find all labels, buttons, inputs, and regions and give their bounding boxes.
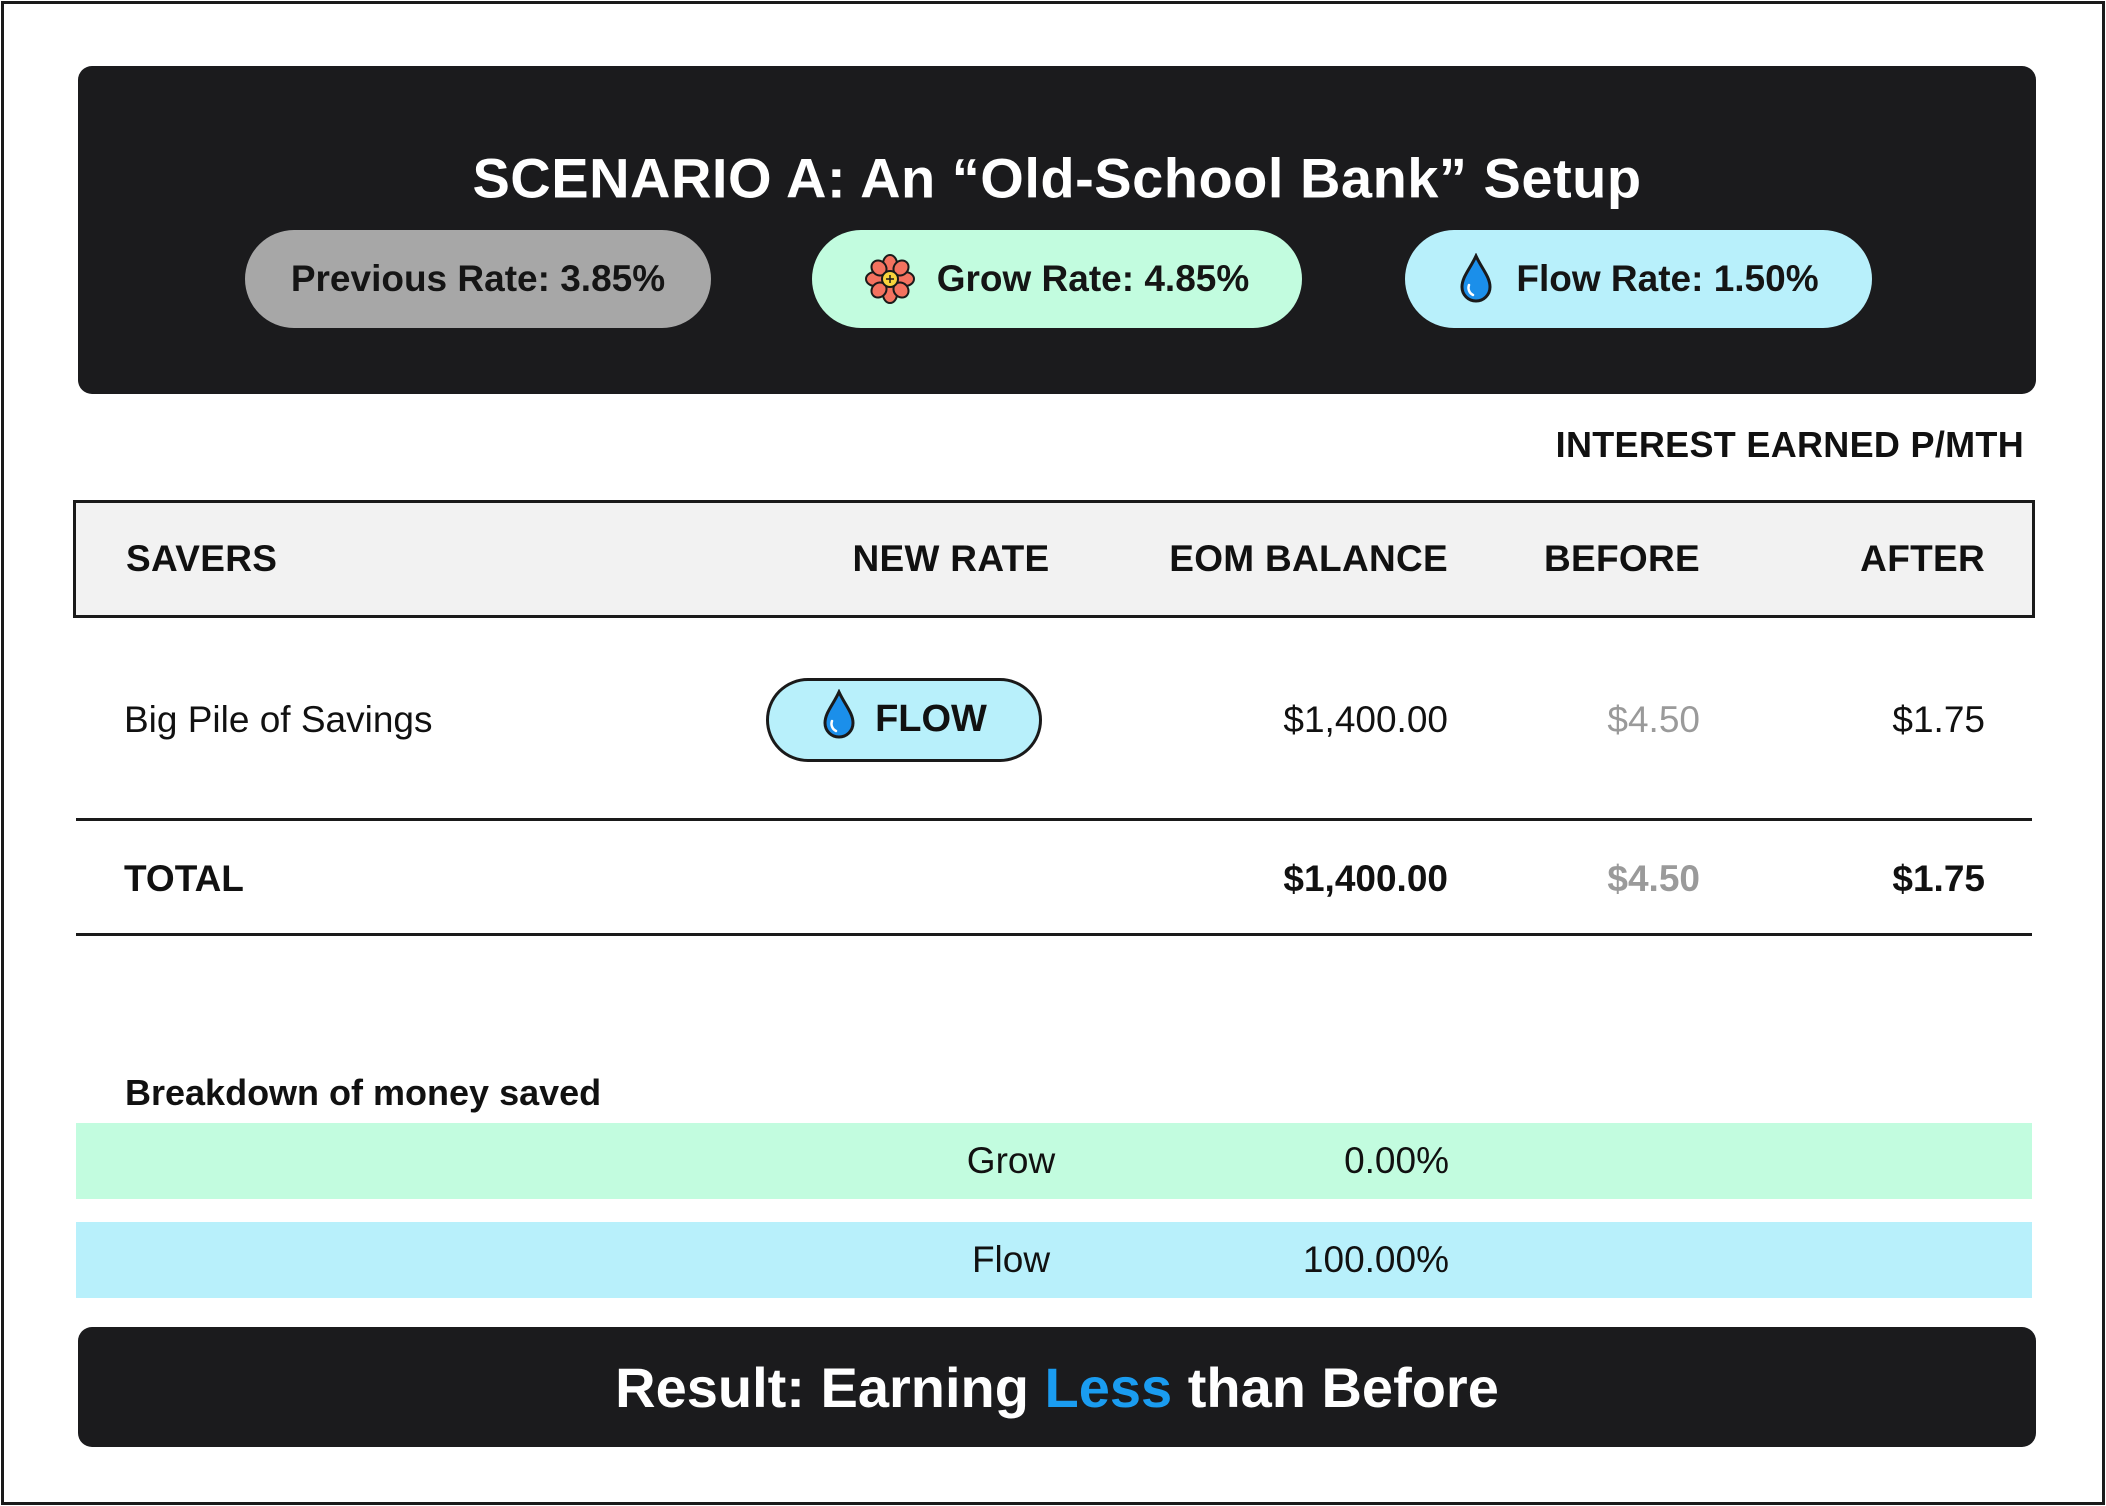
breakdown-row-grow: Grow 0.00% — [76, 1123, 2032, 1199]
water-drop-icon — [821, 687, 857, 751]
total-label: TOTAL — [124, 857, 244, 899]
flow-rate-badge: FLOW — [766, 677, 1042, 762]
grow-rate-pill: Grow Rate: 4.85% — [812, 230, 1302, 328]
table-header: SAVERS NEW RATE EOM BALANCE BEFORE AFTER — [73, 500, 2035, 618]
total-row: TOTAL $1,400.00 $4.50 $1.75 — [76, 824, 2032, 936]
interest-earned-heading: INTEREST EARNED P/MTH — [1555, 424, 2024, 465]
after-value: $1.75 — [1892, 698, 1985, 740]
breakdown-flow-value: 100.00% — [1302, 1239, 1449, 1280]
result-banner: Result: Earning Less than Before — [78, 1327, 2036, 1447]
before-value: $4.50 — [1607, 698, 1700, 740]
column-header-before: BEFORE — [1544, 538, 1700, 579]
column-header-new-rate: NEW RATE — [852, 538, 1050, 579]
table-row: Big Pile of Savings FLOW $1,400.00 $4.50… — [76, 621, 2032, 821]
total-eom-balance: $1,400.00 — [1283, 857, 1448, 899]
breakdown-row-flow: Flow 100.00% — [76, 1222, 2032, 1298]
flow-rate-pill: Flow Rate: 1.50% — [1405, 230, 1872, 328]
breakdown-grow-label: Grow — [966, 1140, 1056, 1181]
saver-name: Big Pile of Savings — [124, 698, 433, 740]
column-header-eom-balance: EOM BALANCE — [1169, 538, 1448, 579]
total-before: $4.50 — [1607, 857, 1700, 899]
flow-rate-label: Flow Rate: 1.50% — [1516, 258, 1819, 299]
page-title: SCENARIO A: An “Old-School Bank” Setup — [472, 146, 1642, 210]
breakdown-title: Breakdown of money saved — [125, 1072, 602, 1113]
column-header-savers: SAVERS — [126, 538, 278, 579]
previous-rate-label: Previous Rate: 3.85% — [290, 258, 666, 299]
result-prefix: Result: Earning — [615, 1355, 1045, 1419]
breakdown-grow-value: 0.00% — [1344, 1140, 1449, 1181]
breakdown-flow-label: Flow — [971, 1239, 1051, 1280]
flower-icon — [864, 254, 915, 304]
result-accent: Less — [1044, 1355, 1173, 1419]
grow-rate-label: Grow Rate: 4.85% — [936, 258, 1250, 299]
flow-badge-label: FLOW — [875, 698, 987, 740]
result-text: Result: Earning Less than Before — [615, 1355, 1499, 1420]
column-header-after: AFTER — [1860, 538, 1985, 579]
water-drop-icon — [1458, 253, 1494, 305]
result-suffix: than Before — [1172, 1355, 1499, 1419]
eom-balance-value: $1,400.00 — [1283, 698, 1448, 740]
previous-rate-pill: Previous Rate: 3.85% — [245, 230, 711, 328]
scenario-header: SCENARIO A: An “Old-School Bank” Setup P… — [78, 66, 2036, 394]
total-after: $1.75 — [1892, 857, 1985, 899]
